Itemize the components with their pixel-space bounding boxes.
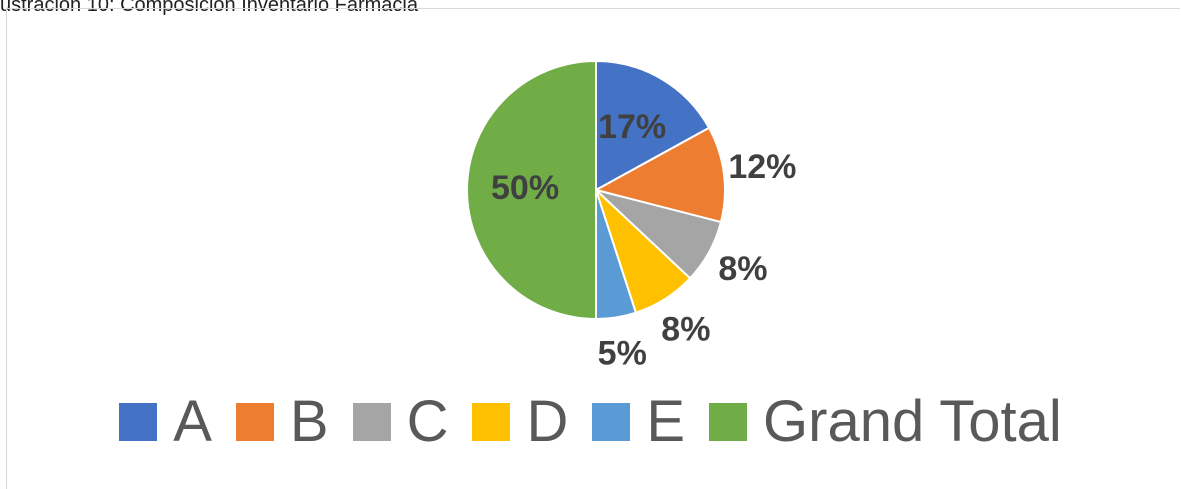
legend-label: A (173, 389, 212, 454)
legend-label: E (646, 389, 686, 454)
data-label: 50% (491, 169, 559, 207)
legend-label: Grand Total (763, 389, 1062, 454)
data-label: 8% (718, 250, 767, 288)
pie-slice (593, 126, 726, 224)
legend-item: C (352, 388, 449, 455)
pie-slice (466, 59, 597, 321)
legend-swatch (352, 402, 391, 441)
legend-swatch (709, 402, 748, 441)
legend-label: D (526, 389, 569, 454)
data-label: 5% (598, 335, 647, 373)
pie-slice (595, 59, 711, 192)
legend-item: Grand Total (709, 388, 1062, 455)
legend-swatch (119, 402, 158, 441)
legend-swatch (235, 402, 274, 441)
legend-item: D (472, 388, 568, 455)
legend: A B C D E Grand Total (0, 388, 1181, 455)
data-label: 8% (661, 311, 710, 349)
legend-label: C (406, 389, 449, 454)
chart-frame (6, 8, 1180, 489)
data-label: 17% (598, 108, 666, 146)
legend-label: B (289, 389, 329, 454)
legend-item: E (592, 388, 685, 455)
legend-swatch (472, 402, 511, 441)
legend-item: A (119, 388, 212, 455)
data-label: 12% (728, 148, 796, 186)
legend-item: B (235, 388, 329, 455)
legend-swatch (592, 402, 631, 441)
